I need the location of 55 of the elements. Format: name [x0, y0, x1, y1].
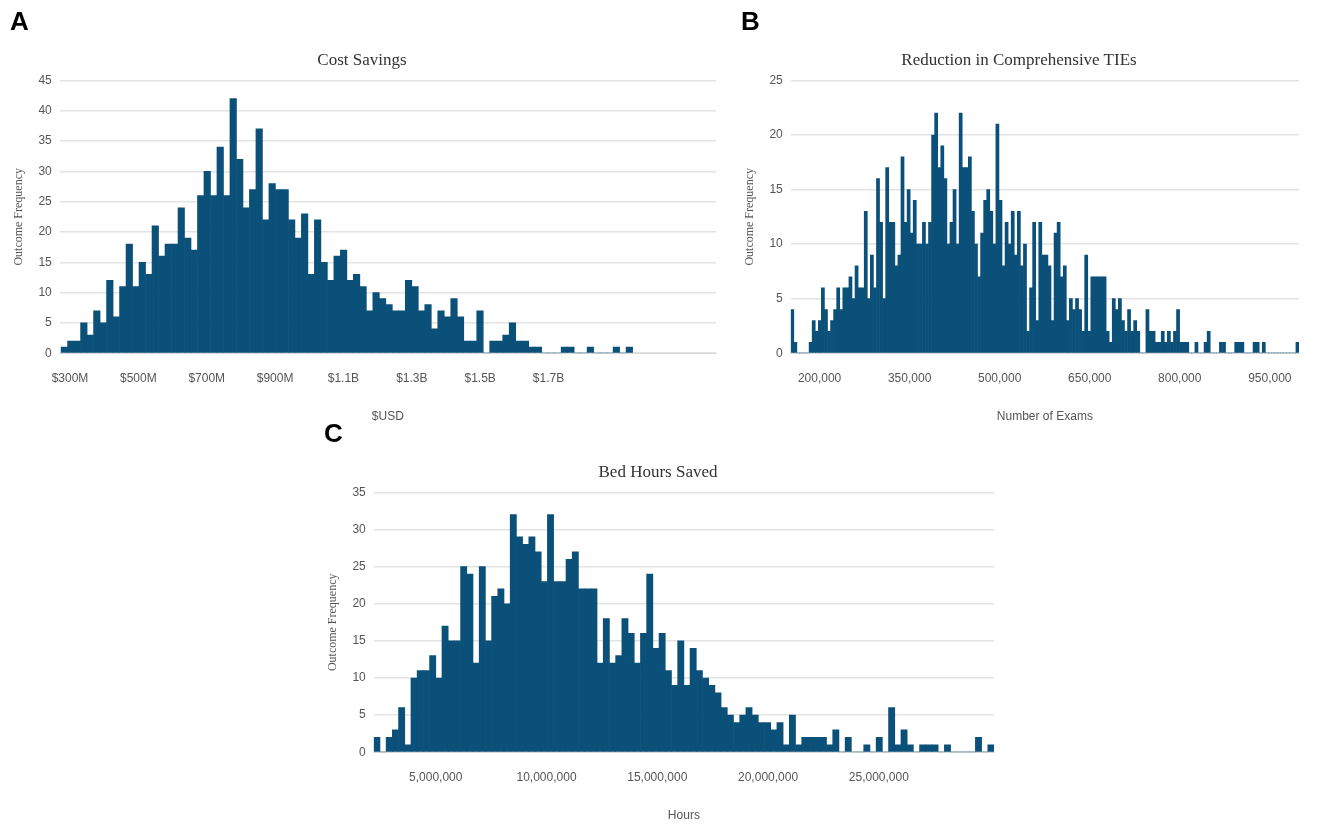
- x-tick-label: $1.1B: [327, 370, 360, 385]
- y-tick-label: 15: [38, 254, 53, 269]
- y-tick-label: 35: [352, 484, 367, 499]
- x-tick-label: 15,000,000: [627, 769, 688, 784]
- chart-title: Reduction in Comprehensive TIEs: [901, 49, 1137, 69]
- x-axis-title: $USD: [371, 409, 405, 424]
- y-tick-label: 0: [359, 744, 367, 759]
- y-tick-label: 5: [776, 290, 784, 305]
- x-tick-label: 25,000,000: [848, 769, 910, 784]
- y-tick-label: 30: [352, 521, 367, 536]
- y-axis-title: Outcome Frequency: [742, 167, 757, 266]
- y-tick-label: 25: [769, 72, 784, 87]
- y-tick-label: 5: [359, 707, 367, 722]
- x-tick-label: 800,000: [1158, 370, 1202, 385]
- y-tick-label: 10: [352, 670, 367, 685]
- y-axis-title: Outcome Frequency: [325, 573, 340, 672]
- x-axis-title: Number of Exams: [996, 409, 1093, 424]
- x-tick-label: $300M: [51, 370, 89, 385]
- x-tick-label: $1.5B: [464, 370, 496, 385]
- y-tick-label: 30: [38, 163, 53, 178]
- text: B: [741, 6, 760, 37]
- x-tick-label: $500M: [120, 370, 157, 385]
- x-tick-label: 950,000: [1248, 370, 1292, 385]
- chart-title: Bed Hours Saved: [598, 461, 718, 481]
- x-tick-label: $1.7B: [532, 370, 565, 385]
- x-tick-label: 500,000: [977, 370, 1022, 385]
- y-tick-label: 0: [776, 345, 784, 360]
- y-tick-label: 20: [38, 224, 53, 239]
- x-tick-label: 650,000: [1068, 370, 1112, 385]
- y-tick-label: 45: [38, 72, 53, 87]
- text: C: [324, 418, 343, 449]
- y-tick-label: 10: [769, 236, 784, 251]
- y-tick-label: 25: [352, 558, 367, 573]
- x-tick-label: $1.3B: [396, 370, 428, 385]
- y-tick-label: 15: [352, 633, 367, 648]
- y-tick-label: 0: [45, 345, 53, 360]
- text: A: [10, 6, 29, 37]
- x-tick-label: 200,000: [797, 370, 842, 385]
- chart-title: Cost Savings: [317, 49, 407, 69]
- y-tick-label: 25: [38, 193, 53, 208]
- x-axis-title: Hours: [667, 808, 700, 823]
- y-tick-label: 40: [38, 103, 53, 118]
- x-tick-label: $700M: [188, 370, 226, 385]
- y-tick-label: 15: [769, 181, 784, 196]
- x-tick-label: 10,000,000: [516, 769, 577, 784]
- x-tick-label: 350,000: [887, 370, 932, 385]
- y-tick-label: 20: [352, 596, 367, 611]
- y-tick-label: 10: [38, 284, 53, 299]
- y-axis-title: Outcome Frequency: [11, 167, 26, 266]
- x-tick-label: 5,000,000: [409, 769, 463, 784]
- x-tick-label: $900M: [256, 370, 294, 385]
- y-tick-label: 5: [45, 315, 53, 330]
- y-tick-label: 35: [38, 133, 53, 148]
- y-tick-label: 20: [769, 127, 784, 142]
- x-tick-label: 20,000,000: [738, 769, 799, 784]
